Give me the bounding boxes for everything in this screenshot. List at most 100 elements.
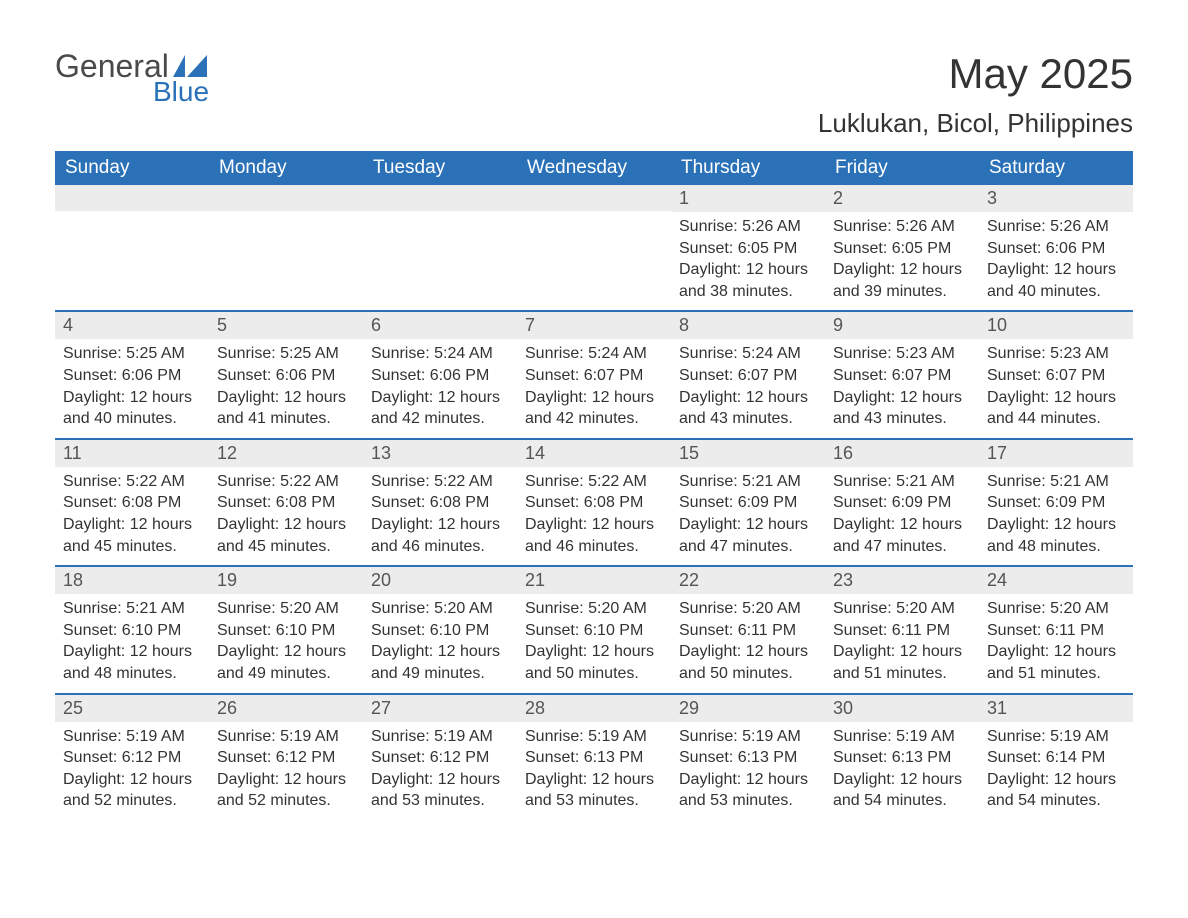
day-header: Friday <box>825 151 979 185</box>
daylight-label: Daylight: <box>217 771 284 788</box>
sunrise-label: Sunrise: <box>987 600 1050 617</box>
daylight-line: Daylight: 12 hours and 43 minutes. <box>679 387 817 430</box>
sunrise-value: 5:20 AM <box>588 600 647 617</box>
calendar-cell: 9Sunrise: 5:23 AMSunset: 6:07 PMDaylight… <box>825 311 979 438</box>
sunrise-label: Sunrise: <box>63 728 126 745</box>
calendar-cell: 23Sunrise: 5:20 AMSunset: 6:11 PMDayligh… <box>825 566 979 693</box>
sunset-label: Sunset: <box>63 367 122 384</box>
sunset-value: 6:08 PM <box>122 494 182 511</box>
sunset-label: Sunset: <box>371 749 430 766</box>
sunset-label: Sunset: <box>679 367 738 384</box>
sunset-value: 6:10 PM <box>122 622 182 639</box>
sunset-line: Sunset: 6:08 PM <box>525 492 663 514</box>
day-number: 26 <box>209 695 363 722</box>
sunrise-line: Sunrise: 5:26 AM <box>833 216 971 238</box>
daylight-label: Daylight: <box>371 516 438 533</box>
sunrise-label: Sunrise: <box>833 473 896 490</box>
day-number: 24 <box>979 567 1133 594</box>
sunset-line: Sunset: 6:07 PM <box>679 365 817 387</box>
sunrise-label: Sunrise: <box>63 345 126 362</box>
sunrise-value: 5:22 AM <box>434 473 493 490</box>
sunrise-label: Sunrise: <box>833 728 896 745</box>
sunrise-label: Sunrise: <box>525 473 588 490</box>
day-number: 28 <box>517 695 671 722</box>
sunrise-value: 5:19 AM <box>896 728 955 745</box>
sunrise-label: Sunrise: <box>987 345 1050 362</box>
sunset-value: 6:12 PM <box>430 749 490 766</box>
daylight-label: Daylight: <box>833 771 900 788</box>
day-number: 15 <box>671 440 825 467</box>
day-header: Wednesday <box>517 151 671 185</box>
day-details: Sunrise: 5:20 AMSunset: 6:10 PMDaylight:… <box>209 594 363 692</box>
sunset-value: 6:10 PM <box>584 622 644 639</box>
sunrise-label: Sunrise: <box>679 728 742 745</box>
sunrise-line: Sunrise: 5:26 AM <box>987 216 1125 238</box>
sunset-line: Sunset: 6:07 PM <box>525 365 663 387</box>
sunrise-value: 5:20 AM <box>280 600 339 617</box>
day-details: Sunrise: 5:25 AMSunset: 6:06 PMDaylight:… <box>209 339 363 437</box>
daylight-line: Daylight: 12 hours and 42 minutes. <box>525 387 663 430</box>
daylight-label: Daylight: <box>217 389 284 406</box>
sunrise-label: Sunrise: <box>217 345 280 362</box>
sunset-label: Sunset: <box>987 367 1046 384</box>
sunrise-value: 5:19 AM <box>742 728 801 745</box>
calendar-cell: 8Sunrise: 5:24 AMSunset: 6:07 PMDaylight… <box>671 311 825 438</box>
sunset-label: Sunset: <box>833 494 892 511</box>
daylight-label: Daylight: <box>987 771 1054 788</box>
daylight-label: Daylight: <box>525 771 592 788</box>
sunset-line: Sunset: 6:07 PM <box>833 365 971 387</box>
day-details: Sunrise: 5:22 AMSunset: 6:08 PMDaylight:… <box>517 467 671 565</box>
sunrise-value: 5:19 AM <box>434 728 493 745</box>
sunset-value: 6:08 PM <box>584 494 644 511</box>
day-number: 10 <box>979 312 1133 339</box>
sunrise-label: Sunrise: <box>987 218 1050 235</box>
day-details: Sunrise: 5:26 AMSunset: 6:05 PMDaylight:… <box>671 212 825 310</box>
sunset-value: 6:08 PM <box>276 494 336 511</box>
calendar-cell: 11Sunrise: 5:22 AMSunset: 6:08 PMDayligh… <box>55 439 209 566</box>
sunrise-value: 5:23 AM <box>896 345 955 362</box>
day-number: 8 <box>671 312 825 339</box>
sunset-label: Sunset: <box>63 494 122 511</box>
sunset-line: Sunset: 6:10 PM <box>63 620 201 642</box>
logo: General Blue <box>55 50 209 106</box>
calendar-cell: 5Sunrise: 5:25 AMSunset: 6:06 PMDaylight… <box>209 311 363 438</box>
sunrise-value: 5:26 AM <box>742 218 801 235</box>
sunset-line: Sunset: 6:08 PM <box>371 492 509 514</box>
daylight-line: Daylight: 12 hours and 49 minutes. <box>217 641 355 684</box>
daylight-line: Daylight: 12 hours and 50 minutes. <box>525 641 663 684</box>
day-details: Sunrise: 5:21 AMSunset: 6:09 PMDaylight:… <box>979 467 1133 565</box>
sunrise-line: Sunrise: 5:24 AM <box>525 343 663 365</box>
calendar-week: 18Sunrise: 5:21 AMSunset: 6:10 PMDayligh… <box>55 566 1133 693</box>
daylight-line: Daylight: 12 hours and 51 minutes. <box>987 641 1125 684</box>
day-number: 20 <box>363 567 517 594</box>
daylight-line: Daylight: 12 hours and 53 minutes. <box>525 769 663 812</box>
sunrise-line: Sunrise: 5:23 AM <box>833 343 971 365</box>
sunrise-label: Sunrise: <box>371 345 434 362</box>
day-number: 23 <box>825 567 979 594</box>
calendar-cell: 12Sunrise: 5:22 AMSunset: 6:08 PMDayligh… <box>209 439 363 566</box>
sunset-label: Sunset: <box>987 622 1046 639</box>
sunrise-value: 5:21 AM <box>896 473 955 490</box>
day-details: Sunrise: 5:26 AMSunset: 6:05 PMDaylight:… <box>825 212 979 310</box>
sunrise-value: 5:24 AM <box>434 345 493 362</box>
sunset-line: Sunset: 6:09 PM <box>987 492 1125 514</box>
day-details: Sunrise: 5:19 AMSunset: 6:12 PMDaylight:… <box>363 722 517 820</box>
daylight-label: Daylight: <box>525 389 592 406</box>
daylight-line: Daylight: 12 hours and 39 minutes. <box>833 259 971 302</box>
calendar-cell: 31Sunrise: 5:19 AMSunset: 6:14 PMDayligh… <box>979 694 1133 820</box>
sunrise-line: Sunrise: 5:21 AM <box>63 598 201 620</box>
sunrise-label: Sunrise: <box>217 728 280 745</box>
sunrise-label: Sunrise: <box>833 218 896 235</box>
sunrise-label: Sunrise: <box>833 345 896 362</box>
sunrise-line: Sunrise: 5:19 AM <box>833 726 971 748</box>
calendar-body: 1Sunrise: 5:26 AMSunset: 6:05 PMDaylight… <box>55 185 1133 820</box>
sunset-value: 6:13 PM <box>738 749 798 766</box>
calendar-cell <box>55 185 209 311</box>
sunrise-value: 5:22 AM <box>588 473 647 490</box>
daylight-line: Daylight: 12 hours and 38 minutes. <box>679 259 817 302</box>
sunset-value: 6:12 PM <box>122 749 182 766</box>
sunrise-value: 5:19 AM <box>1050 728 1109 745</box>
day-number: 16 <box>825 440 979 467</box>
sunset-line: Sunset: 6:13 PM <box>525 747 663 769</box>
calendar-cell: 17Sunrise: 5:21 AMSunset: 6:09 PMDayligh… <box>979 439 1133 566</box>
